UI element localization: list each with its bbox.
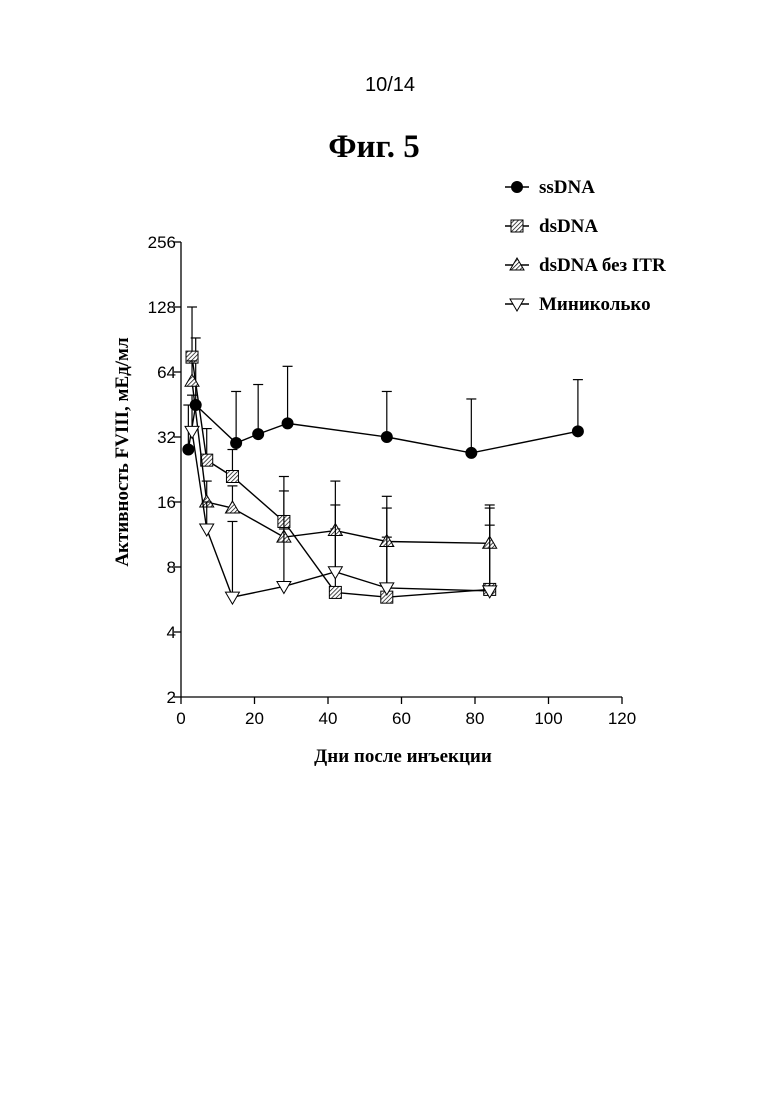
data-point <box>225 592 239 604</box>
data-point <box>231 438 242 449</box>
x-tick-label: 80 <box>466 709 485 728</box>
legend-label: dsDNA <box>539 216 598 237</box>
legend-marker <box>512 182 523 193</box>
series-line <box>188 405 578 453</box>
data-point <box>226 470 238 482</box>
legend: ssDNA dsDNA dsDNA без ITR Миниколько <box>505 177 666 315</box>
data-point <box>466 447 477 458</box>
data-point <box>381 432 392 443</box>
x-axis-title: Дни после инъекции <box>314 746 492 767</box>
data-point <box>185 374 199 386</box>
data-point <box>185 426 199 438</box>
data-point <box>572 426 583 437</box>
series-3 <box>185 395 497 604</box>
data-point <box>282 418 293 429</box>
y-tick-label: 32 <box>157 428 176 447</box>
series-layer <box>183 307 584 604</box>
series-0 <box>183 338 584 458</box>
legend-marker <box>510 299 524 311</box>
legend-marker <box>510 258 524 270</box>
y-tick-label: 128 <box>148 298 176 317</box>
data-point <box>200 524 214 536</box>
legend-marker <box>511 220 523 232</box>
legend-item-0: ssDNA <box>505 177 595 198</box>
x-tick-label: 40 <box>319 709 338 728</box>
series-line <box>192 431 490 597</box>
series-2 <box>185 361 497 548</box>
data-point <box>183 444 194 455</box>
y-tick-label: 4 <box>167 623 176 642</box>
data-point <box>329 586 341 598</box>
y-tick-label: 64 <box>157 363 176 382</box>
figure-title: Фиг. 5 <box>328 129 420 165</box>
x-tick-label: 60 <box>392 709 411 728</box>
x-tick-label: 100 <box>534 709 562 728</box>
y-tick-label: 2 <box>167 688 176 707</box>
y-tick-label: 16 <box>157 493 176 512</box>
x-tick-label: 0 <box>176 709 185 728</box>
legend-label: dsDNA без ITR <box>539 255 666 276</box>
x-tick-label: 20 <box>245 709 264 728</box>
legend-label: Миниколько <box>539 294 651 315</box>
y-tick-label: 256 <box>148 233 176 252</box>
legend-item-1: dsDNA <box>505 216 598 237</box>
legend-label: ssDNA <box>539 177 595 198</box>
y-axis-title: Активность FVIII, мЕд/мл <box>112 337 133 567</box>
legend-item-3: Миниколько <box>505 294 651 315</box>
page-number: 10/14 <box>365 74 415 96</box>
y-tick-label: 8 <box>167 558 176 577</box>
data-point <box>253 429 264 440</box>
x-tick-label: 120 <box>608 709 636 728</box>
legend-item-2: dsDNA без ITR <box>505 255 666 276</box>
